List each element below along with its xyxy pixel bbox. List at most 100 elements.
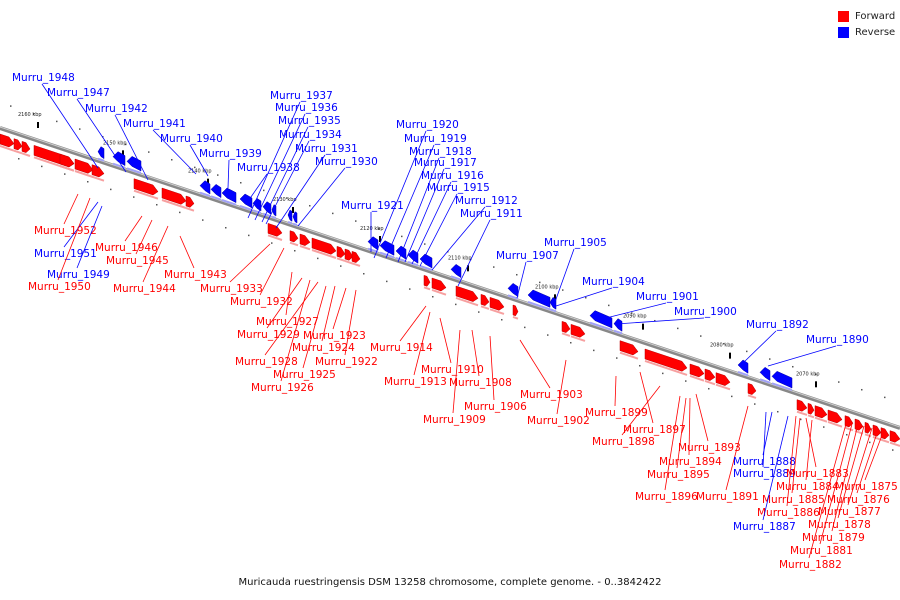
forward-gene-arrow <box>0 133 15 148</box>
gene-label: Murru_1938 <box>237 162 300 174</box>
reverse-gene-arrow <box>221 187 237 204</box>
axis-guide-dot <box>516 273 518 276</box>
axis-guide-dot <box>800 418 802 421</box>
gene-shadow <box>527 301 551 311</box>
gene-label: Murru_1917 <box>414 157 477 169</box>
forward-gene-arrow <box>423 274 431 287</box>
forward-gene-arrow <box>267 222 283 237</box>
gene-connector <box>344 289 357 356</box>
axis-guide-dot <box>769 358 771 360</box>
axis-guide-dot <box>156 203 158 206</box>
axis-guide-dot <box>87 180 89 183</box>
gene-label: Murru_1950 <box>28 281 91 293</box>
axis-guide-dot <box>41 165 43 168</box>
gene-shadow <box>704 380 716 386</box>
axis-guide-dot <box>294 249 296 252</box>
axis-guide-dot <box>731 395 733 398</box>
gene-connector <box>152 129 197 175</box>
gene-connector <box>762 415 789 521</box>
axis-guide-dot <box>386 280 388 283</box>
gene-label: Murru_1940 <box>160 133 223 145</box>
axis-guide-dot <box>225 226 227 229</box>
gene-shadow <box>455 297 479 307</box>
gene-label: Murru_1885 <box>762 494 825 506</box>
gene-shadow <box>126 167 142 174</box>
gene-label: Murru_1930 <box>315 156 378 168</box>
gene-label: Murru_1909 <box>423 414 486 426</box>
gene-connector <box>63 201 99 248</box>
axis-guide-dot <box>340 265 342 267</box>
reverse-gene-arrow <box>379 240 395 256</box>
gene-shadow <box>59 165 75 172</box>
genome-caption: Muricauda ruestringensis DSM 13258 chrom… <box>238 577 662 588</box>
gene-connector <box>261 126 309 223</box>
reverse-gene-arrow <box>97 146 105 160</box>
gene-shadow <box>97 157 105 162</box>
axis-guide-dot <box>56 120 58 123</box>
gene-connector <box>791 417 801 494</box>
gene-connector <box>332 287 347 330</box>
forward-gene-arrow <box>864 421 872 434</box>
reverse-gene-arrow <box>613 318 623 332</box>
gene-shadow <box>512 316 519 320</box>
tick-label: 2160 kbp <box>18 112 42 118</box>
axis-guide-dot <box>539 281 541 284</box>
legend-forward: Forward <box>838 8 895 24</box>
gene-shadow <box>299 245 311 251</box>
gene-shadow <box>133 189 159 200</box>
axis-guide-dot <box>746 350 748 353</box>
axis-guide-dot <box>240 181 242 184</box>
axis-guide-dot <box>631 312 633 314</box>
gene-connector <box>124 215 143 242</box>
forward-gene-arrow <box>351 250 361 263</box>
gene-connector <box>439 317 452 364</box>
gene-label: Murru_1913 <box>384 376 447 388</box>
forward-gene-arrow <box>889 430 900 443</box>
gene-connector <box>302 285 327 369</box>
gene-connector <box>471 329 480 377</box>
gene-shadow <box>844 426 854 432</box>
gene-label: Murru_1876 <box>827 494 890 506</box>
forward-gene-arrow <box>715 372 731 386</box>
gene-connector <box>762 411 767 468</box>
legend: Forward Reverse <box>838 8 895 40</box>
gene-connector <box>385 144 435 259</box>
gene-connector <box>41 83 99 169</box>
reverse-gene-arrow <box>527 289 551 308</box>
forward-gene-arrow <box>299 233 311 246</box>
gene-label: Murru_1920 <box>396 119 459 131</box>
gene-shadow <box>351 262 361 267</box>
axis-guide-dot <box>838 381 840 383</box>
gene-shadow <box>549 308 557 313</box>
gene-connector <box>864 429 885 481</box>
gene-shadow <box>872 436 882 441</box>
axis-guide-dot <box>409 288 411 290</box>
gene-label: Murru_1896 <box>635 491 698 503</box>
forward-gene-arrow <box>455 285 479 302</box>
gene-connector <box>373 130 427 259</box>
gene-connector <box>431 206 486 271</box>
gene-label: Murru_1901 <box>636 291 699 303</box>
axis-guide-dot <box>861 388 863 391</box>
gene-shadow <box>344 260 354 265</box>
gene-label: Murru_1905 <box>544 237 607 249</box>
forward-gene-arrow <box>807 402 815 415</box>
gene-shadow <box>419 265 433 271</box>
gene-shadow <box>807 414 815 419</box>
gene-shadow <box>561 332 571 337</box>
gene-connector <box>114 114 149 181</box>
axis-guide-dot <box>654 319 656 322</box>
axis-guide-dot <box>478 311 480 313</box>
axis-guide-dot <box>332 212 334 215</box>
axis-guide-dot <box>884 396 886 399</box>
tick-label: 2080 kbp <box>710 343 734 349</box>
gene-label: Murru_1881 <box>790 545 853 557</box>
gene-label: Murru_1942 <box>85 103 148 115</box>
axis-guide-dot <box>148 151 150 153</box>
gene-shadow <box>161 199 187 209</box>
gene-shadow <box>796 410 808 416</box>
reverse-gene-arrow <box>549 296 557 310</box>
tick-label: 2150 kbp <box>103 140 127 146</box>
axis-guide-dot <box>792 365 794 368</box>
